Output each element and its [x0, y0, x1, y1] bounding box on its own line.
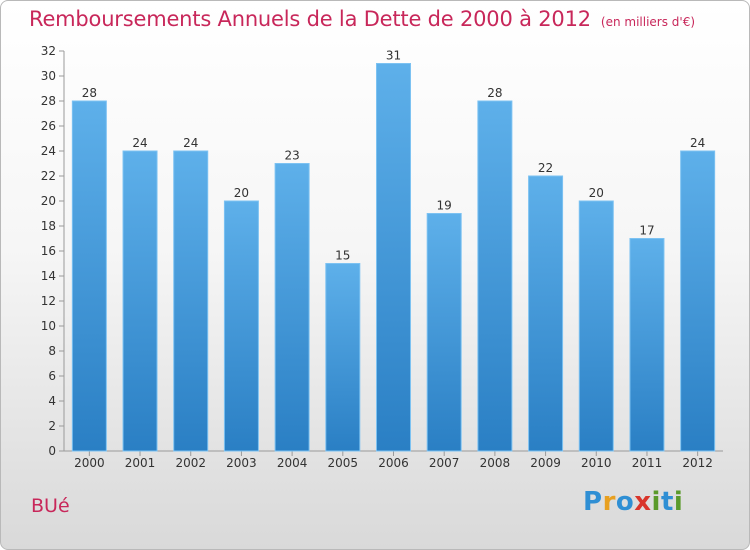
bar-value-label: 24 [132, 136, 147, 150]
y-tick-label: 4 [48, 394, 56, 408]
x-tick-label: 2004 [277, 456, 308, 470]
bar-2011 [629, 238, 665, 452]
bar-value-label: 28 [487, 86, 502, 100]
x-tick-label: 2002 [175, 456, 206, 470]
bar-value-label: 20 [234, 186, 249, 200]
logo-letter: r [602, 487, 616, 517]
y-tick-label: 24 [41, 144, 56, 158]
x-tick-label: 2001 [125, 456, 156, 470]
x-tick-label: 2005 [328, 456, 359, 470]
chart-bars: 28 24 24 20 23 15 31 19 28 22 20 17 24 [71, 49, 716, 452]
logo-letter: x [634, 487, 652, 517]
x-tick-label: 2009 [530, 456, 561, 470]
bar-2012 [680, 150, 716, 452]
bar-value-label: 15 [335, 249, 350, 263]
y-tick-label: 28 [41, 94, 56, 108]
bar-value-label: 22 [538, 161, 553, 175]
y-tick-label: 8 [48, 344, 56, 358]
bar-value-label: 23 [284, 149, 299, 163]
y-tick-label: 20 [41, 194, 56, 208]
x-tick-label: 2007 [429, 456, 460, 470]
logo-letter: i [673, 487, 684, 517]
bar-2010 [578, 200, 614, 452]
bar-2007 [426, 213, 462, 452]
y-tick-label: 2 [48, 419, 56, 433]
bar-2003 [223, 200, 259, 452]
x-tick-label: 2003 [226, 456, 257, 470]
bar-2002 [173, 150, 209, 452]
bar-2000 [71, 100, 107, 452]
y-tick-label: 32 [41, 44, 56, 58]
bar-2006 [376, 63, 411, 452]
bar-value-label: 24 [183, 136, 198, 150]
chart-title: Remboursements Annuels de la Dette de 20… [29, 7, 696, 31]
chart-subtitle: (en milliers d'€) [600, 15, 696, 29]
y-tick-label: 16 [41, 244, 56, 258]
y-tick-label: 14 [41, 269, 56, 283]
bar-value-label: 24 [690, 136, 705, 150]
bar-value-label: 19 [437, 199, 452, 213]
x-tick-label: 2010 [581, 456, 612, 470]
proxiti-logo: Proxiti [583, 487, 683, 517]
logo-letter: i [651, 487, 661, 517]
x-tick-label: 2000 [74, 456, 105, 470]
x-tick-label: 2006 [378, 456, 409, 470]
y-tick-label: 22 [41, 169, 56, 183]
bar-value-label: 20 [589, 186, 604, 200]
bar-value-label: 17 [639, 224, 654, 238]
logo-letter: P [583, 487, 603, 517]
y-tick-label: 0 [48, 444, 56, 458]
bar-2001 [122, 150, 158, 452]
y-tick-label: 30 [41, 69, 56, 83]
logo-letter: t [660, 487, 674, 517]
y-tick-label: 26 [41, 119, 56, 133]
bar-2009 [528, 175, 564, 452]
bar-2008 [477, 100, 513, 452]
bar-value-label: 31 [386, 49, 401, 63]
y-tick-label: 6 [48, 369, 56, 383]
bar-2004 [274, 163, 310, 452]
bar-2005 [325, 263, 361, 452]
logo-letter: o [615, 487, 635, 517]
y-tick-label: 10 [41, 319, 56, 333]
y-tick-label: 12 [41, 294, 56, 308]
y-tick-label: 18 [41, 219, 56, 233]
commune-name: BUé [31, 495, 70, 517]
bar-value-label: 28 [82, 86, 97, 100]
x-tick-label: 2012 [682, 456, 713, 470]
x-tick-label: 2011 [632, 456, 663, 470]
x-tick-label: 2008 [480, 456, 511, 470]
